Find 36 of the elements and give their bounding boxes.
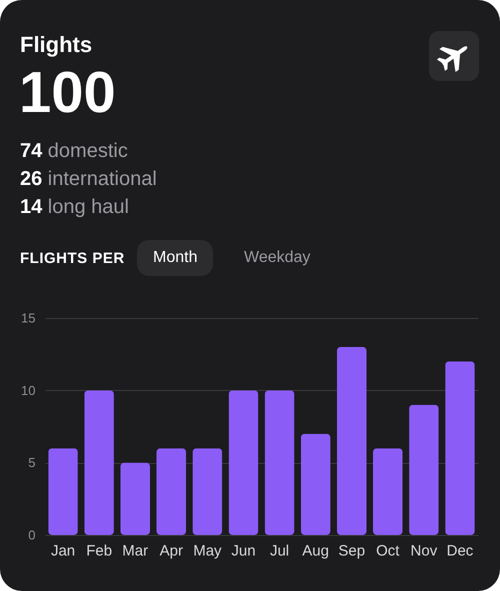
x-tick-label: Aug	[302, 542, 329, 560]
text: Month	[137, 240, 214, 276]
x-tick-label: Jan	[50, 542, 76, 560]
text: 74 domestic	[20, 140, 128, 163]
bar	[48, 448, 78, 535]
bar	[84, 390, 114, 535]
bar	[445, 361, 475, 535]
bar	[300, 434, 330, 535]
bar	[336, 346, 366, 535]
x-tick-label: Jul	[270, 542, 290, 560]
bar	[264, 390, 294, 535]
bar	[409, 404, 439, 535]
y-tick-label: 10	[21, 382, 36, 398]
text: 14 long haul	[20, 196, 129, 219]
x-tick-label: Sep	[338, 542, 366, 560]
bar	[120, 462, 150, 535]
bar	[372, 448, 403, 535]
text: Weekday	[244, 249, 310, 267]
text: FLIGHTS PER	[20, 250, 125, 267]
text: 26 international	[20, 168, 157, 191]
bar	[228, 390, 258, 535]
bar	[192, 448, 222, 535]
x-tick-label: Mar	[122, 542, 148, 560]
y-tick-label: 5	[28, 455, 36, 470]
x-tick-label: Oct	[376, 542, 400, 560]
x-tick-label: Nov	[410, 542, 438, 560]
x-tick-label: Apr	[160, 542, 183, 560]
text: 100	[19, 60, 116, 125]
y-tick-label: 15	[21, 310, 36, 326]
y-tick-label: 0	[28, 528, 36, 542]
x-tick-label: Jun	[231, 542, 256, 560]
chart-title: Flights	[20, 32, 92, 58]
x-tick-label: Feb	[86, 542, 112, 560]
x-tick-label: May	[193, 542, 222, 560]
bar	[156, 448, 186, 535]
x-tick-label: Dec	[446, 542, 474, 560]
